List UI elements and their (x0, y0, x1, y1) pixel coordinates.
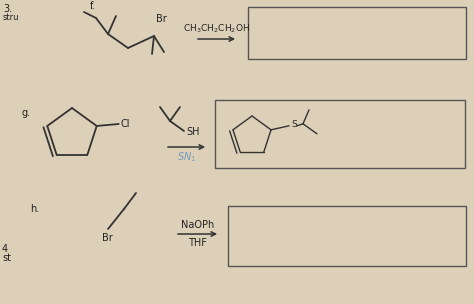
Text: S: S (291, 120, 297, 129)
Text: st: st (2, 253, 11, 263)
Text: Br: Br (102, 233, 113, 243)
Bar (248, 7, 466, 59)
Text: THF: THF (188, 238, 207, 248)
Text: f.: f. (90, 1, 96, 11)
Text: Cl: Cl (121, 119, 130, 129)
Text: SN$_1$: SN$_1$ (177, 150, 196, 164)
Text: NaOPh: NaOPh (181, 220, 214, 230)
Text: CH$_3$CH$_2$CH$_2$OH: CH$_3$CH$_2$CH$_2$OH (183, 22, 250, 35)
Text: 3.: 3. (3, 4, 12, 14)
Text: stru: stru (3, 13, 19, 22)
Text: g.: g. (22, 108, 31, 118)
Text: Br: Br (156, 14, 167, 24)
Bar (228, 206, 466, 266)
Text: SH: SH (186, 127, 200, 137)
Text: h.: h. (30, 204, 39, 214)
Bar (215, 100, 465, 168)
Text: 4: 4 (2, 244, 8, 254)
